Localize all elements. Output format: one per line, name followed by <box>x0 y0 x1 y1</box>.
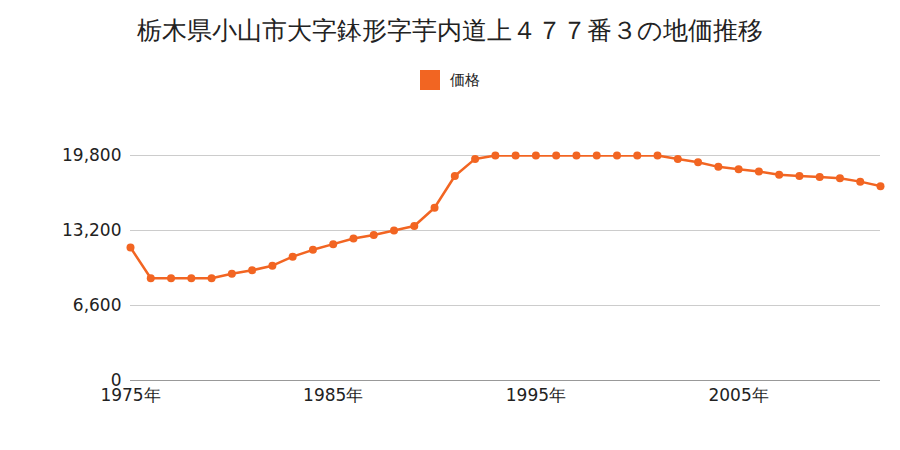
html-text:栃木県小山市大字鉢形字芋内道上４７７番３の地価推移: 栃木県小山市大字鉢形字芋内道上４７７番３の地価推移 <box>137 16 763 45</box>
svg-text:1975年: 1975年 <box>100 385 160 405</box>
svg-text:0: 0 <box>110 369 122 390</box>
svg-text:6,600: 6,600 <box>73 295 122 315</box>
svg-text:13,200: 13,200 <box>62 220 121 240</box>
svg-text:1985年: 1985年 <box>303 385 363 405</box>
svg-text:2005年: 2005年 <box>708 385 768 405</box>
html-text:価格: 価格 <box>450 70 480 89</box>
svg-text:1995年: 1995年 <box>506 385 566 405</box>
svg-text:19,800: 19,800 <box>62 145 121 165</box>
